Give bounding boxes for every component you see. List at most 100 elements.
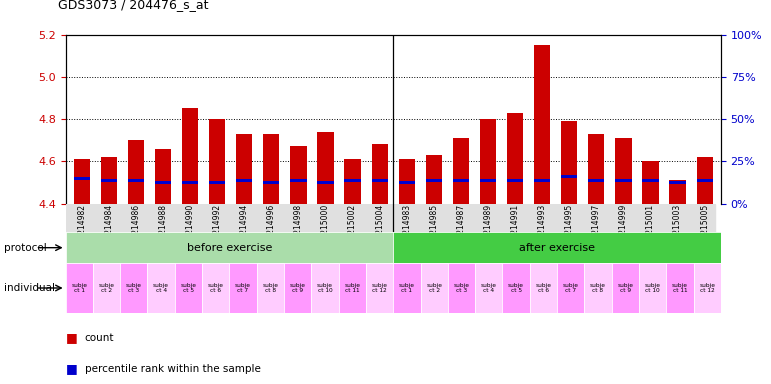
Bar: [128, 179, 144, 182]
Bar: [182, 181, 198, 184]
Bar: [284, 263, 311, 313]
Bar: [507, 113, 524, 204]
Text: subje
ct 9: subje ct 9: [290, 283, 305, 293]
Text: subje
ct 3: subje ct 3: [126, 283, 142, 293]
Bar: [426, 155, 442, 204]
Text: subje
ct 8: subje ct 8: [590, 283, 606, 293]
Text: individual: individual: [4, 283, 55, 293]
Text: GSM214989: GSM214989: [483, 204, 493, 250]
Text: subje
ct 8: subje ct 8: [262, 283, 278, 293]
Bar: [507, 179, 524, 182]
Bar: [399, 181, 415, 184]
Bar: [426, 179, 442, 182]
Bar: [101, 157, 117, 204]
Bar: [393, 263, 420, 313]
Text: GSM214996: GSM214996: [267, 204, 276, 250]
Text: GSM215001: GSM215001: [646, 204, 655, 250]
Text: subje
ct 11: subje ct 11: [672, 283, 688, 293]
Text: GSM215003: GSM215003: [673, 204, 682, 250]
Text: after exercise: after exercise: [519, 243, 595, 253]
Text: GSM214986: GSM214986: [131, 204, 140, 250]
Bar: [263, 134, 279, 204]
Bar: [318, 181, 334, 184]
Bar: [448, 263, 475, 313]
Text: subje
ct 10: subje ct 10: [645, 283, 661, 293]
Bar: [399, 159, 415, 204]
Text: GSM214994: GSM214994: [240, 204, 249, 250]
Bar: [230, 263, 257, 313]
Bar: [209, 181, 225, 184]
Text: before exercise: before exercise: [187, 243, 272, 253]
Bar: [669, 181, 685, 184]
Text: subje
ct 10: subje ct 10: [317, 283, 333, 293]
Text: GSM214998: GSM214998: [294, 204, 303, 250]
Bar: [66, 263, 93, 313]
Bar: [66, 232, 393, 263]
Text: subje
ct 12: subje ct 12: [699, 283, 715, 293]
Text: subje
ct 6: subje ct 6: [207, 283, 224, 293]
Text: subje
ct 2: subje ct 2: [99, 283, 115, 293]
Text: subje
ct 1: subje ct 1: [399, 283, 415, 293]
Text: GSM215000: GSM215000: [321, 204, 330, 250]
Bar: [561, 175, 577, 177]
Text: count: count: [85, 333, 114, 343]
Text: GSM214988: GSM214988: [159, 204, 167, 250]
Bar: [642, 161, 658, 204]
Bar: [639, 263, 666, 313]
Bar: [453, 179, 469, 182]
Bar: [611, 263, 639, 313]
Bar: [615, 138, 631, 204]
Text: subje
ct 6: subje ct 6: [535, 283, 551, 293]
Text: GSM214983: GSM214983: [402, 204, 411, 250]
Bar: [236, 179, 252, 182]
Bar: [588, 134, 604, 204]
Bar: [666, 263, 694, 313]
Text: GSM214987: GSM214987: [456, 204, 466, 250]
Bar: [175, 263, 202, 313]
Bar: [74, 159, 90, 204]
Bar: [155, 149, 171, 204]
Bar: [534, 179, 550, 182]
Text: subje
ct 5: subje ct 5: [508, 283, 524, 293]
Text: subje
ct 2: subje ct 2: [426, 283, 443, 293]
Bar: [182, 109, 198, 204]
Text: subje
ct 9: subje ct 9: [618, 283, 633, 293]
Bar: [147, 263, 175, 313]
Text: subje
ct 4: subje ct 4: [481, 283, 497, 293]
Text: GSM215005: GSM215005: [700, 204, 709, 250]
Text: subje
ct 3: subje ct 3: [453, 283, 470, 293]
Bar: [93, 263, 120, 313]
Bar: [291, 179, 307, 182]
Bar: [694, 263, 721, 313]
Text: GSM214982: GSM214982: [77, 204, 86, 250]
Text: GSM215002: GSM215002: [348, 204, 357, 250]
Bar: [561, 121, 577, 204]
Bar: [393, 232, 721, 263]
Bar: [128, 140, 144, 204]
Bar: [453, 138, 469, 204]
Bar: [669, 180, 685, 204]
Text: subje
ct 5: subje ct 5: [180, 283, 197, 293]
Bar: [257, 263, 284, 313]
Bar: [338, 263, 366, 313]
Text: subje
ct 1: subje ct 1: [71, 283, 87, 293]
Bar: [74, 177, 90, 180]
Bar: [155, 181, 171, 184]
Bar: [642, 179, 658, 182]
Text: subje
ct 7: subje ct 7: [235, 283, 251, 293]
Bar: [202, 263, 230, 313]
Bar: [475, 263, 503, 313]
Bar: [372, 144, 388, 204]
Text: GSM214991: GSM214991: [510, 204, 520, 250]
Bar: [530, 263, 557, 313]
Bar: [101, 179, 117, 182]
Bar: [318, 132, 334, 204]
Text: GSM214993: GSM214993: [537, 204, 547, 250]
Text: GSM214984: GSM214984: [104, 204, 113, 250]
Text: GSM214997: GSM214997: [592, 204, 601, 250]
Text: GSM214999: GSM214999: [619, 204, 628, 250]
Bar: [696, 157, 712, 204]
Text: GSM214995: GSM214995: [564, 204, 574, 250]
Bar: [480, 179, 496, 182]
Bar: [366, 263, 393, 313]
